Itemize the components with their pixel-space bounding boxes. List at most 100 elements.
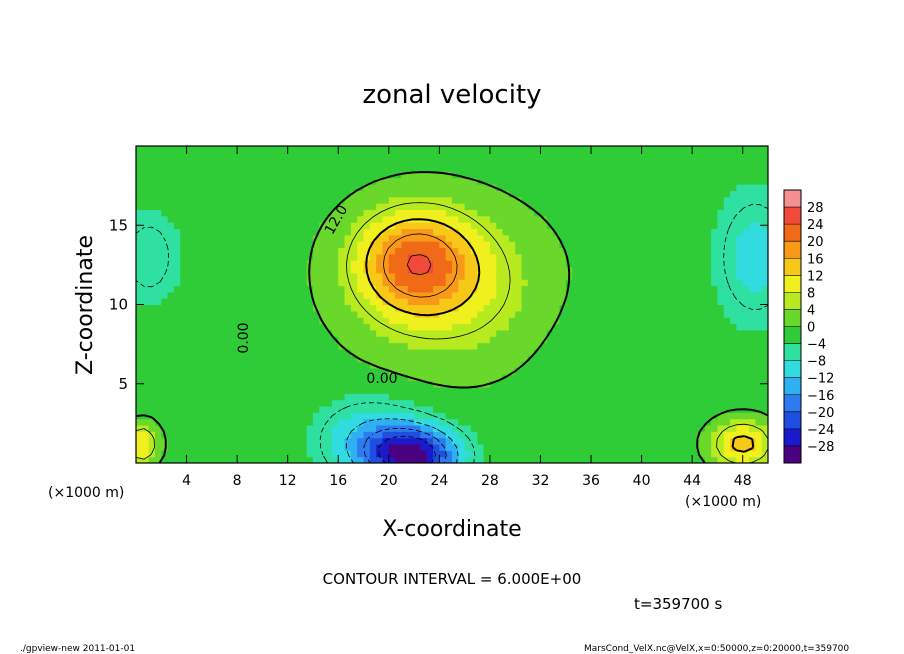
heat-cell	[154, 146, 162, 153]
heat-cell	[382, 171, 390, 179]
heat-cell	[685, 203, 693, 210]
heat-cell	[483, 158, 491, 166]
heat-cell	[205, 317, 213, 325]
heat-cell	[572, 152, 579, 160]
heat-cell	[142, 374, 150, 382]
heat-cell	[148, 361, 156, 369]
heat-cell	[578, 317, 586, 325]
heat-cell	[464, 266, 472, 274]
heat-cell	[306, 348, 314, 356]
heat-cell	[426, 323, 434, 331]
heat-cell	[388, 215, 396, 223]
heat-cell	[660, 247, 668, 255]
heat-cell	[338, 158, 346, 166]
heat-cell	[369, 203, 377, 210]
heat-cell	[376, 361, 384, 369]
heat-cell	[578, 171, 586, 179]
heat-cell	[742, 171, 750, 179]
heat-cell	[294, 310, 301, 318]
heat-cell	[173, 203, 181, 210]
heat-cell	[205, 203, 213, 210]
heat-cell	[294, 279, 301, 287]
heat-cell	[325, 310, 333, 318]
heat-cell	[730, 285, 737, 293]
heat-cell	[628, 304, 636, 312]
heat-cell	[230, 317, 238, 325]
heat-cell	[666, 456, 674, 463]
heat-cell	[553, 222, 561, 230]
heat-cell	[249, 431, 257, 439]
heat-cell	[211, 165, 219, 172]
heat-cell	[218, 291, 226, 299]
heat-cell	[591, 272, 598, 280]
heat-cell	[426, 317, 434, 325]
heat-cell	[610, 367, 617, 375]
heat-cell	[692, 336, 700, 344]
heat-cell	[711, 380, 719, 388]
heat-cell	[414, 291, 421, 299]
heat-cell	[275, 177, 282, 185]
heat-cell	[584, 424, 592, 432]
heat-cell	[692, 228, 700, 236]
heat-cell	[205, 184, 213, 191]
heat-cell	[350, 228, 358, 236]
heat-cell	[521, 177, 529, 185]
heat-cell	[515, 304, 523, 312]
heat-cell	[736, 450, 744, 458]
heat-cell	[692, 361, 700, 369]
heat-cell	[610, 266, 617, 274]
heat-cell	[546, 348, 554, 356]
heat-cell	[584, 215, 592, 223]
heat-cell	[704, 247, 712, 255]
heat-cell	[755, 431, 763, 439]
heat-cell	[559, 380, 567, 388]
heat-cell	[357, 158, 365, 166]
heat-cell	[742, 228, 750, 236]
heat-cell	[641, 450, 649, 458]
heat-cell	[224, 266, 232, 274]
heat-cell	[628, 272, 636, 280]
heat-cell	[395, 336, 403, 344]
heat-cell	[597, 355, 605, 363]
heat-cell	[331, 437, 339, 445]
heat-cell	[489, 152, 497, 160]
heat-cell	[616, 222, 624, 230]
heat-cell	[502, 215, 510, 223]
heat-cell	[616, 367, 624, 375]
heat-cell	[350, 412, 358, 420]
heat-cell	[414, 367, 421, 375]
heat-cell	[534, 418, 542, 426]
heat-cell	[186, 146, 194, 153]
heat-cell	[723, 329, 731, 337]
heat-cell	[224, 209, 232, 217]
heat-cell	[553, 165, 561, 172]
heat-cell	[312, 272, 320, 280]
heat-cell	[685, 222, 693, 230]
heat-cell	[717, 393, 725, 401]
heat-cell	[673, 253, 681, 261]
heat-cell	[496, 304, 504, 312]
heat-cell	[275, 424, 282, 432]
heat-cell	[275, 443, 282, 451]
heat-cell	[300, 323, 308, 331]
heat-cell	[433, 247, 440, 255]
heat-cell	[647, 184, 655, 191]
heat-cell	[395, 158, 403, 166]
heat-cell	[325, 260, 333, 268]
heat-cell	[508, 190, 516, 198]
heat-cell	[237, 184, 245, 191]
heat-cell	[388, 336, 396, 344]
heat-cell	[167, 196, 175, 204]
heat-cell	[268, 222, 276, 230]
heat-cell	[553, 279, 561, 287]
heat-cell	[243, 152, 251, 160]
heat-cell	[350, 171, 358, 179]
heat-cell	[154, 158, 162, 166]
heat-cell	[483, 272, 491, 280]
heat-cell	[622, 456, 630, 463]
heat-cell	[464, 215, 472, 223]
heat-cell	[527, 304, 535, 312]
heat-cell	[603, 431, 611, 439]
heat-cell	[616, 146, 624, 153]
heat-cell	[388, 291, 396, 299]
